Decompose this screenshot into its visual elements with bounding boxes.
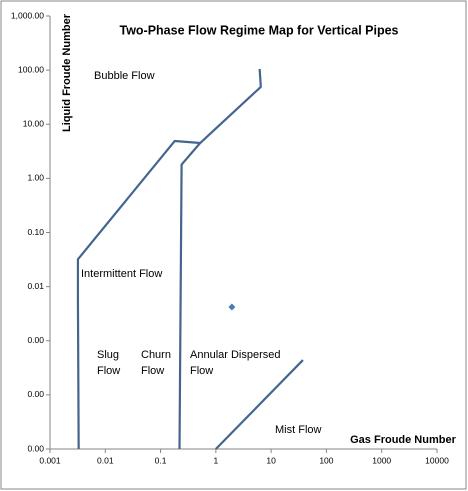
x-tick-label: 10000: [425, 455, 449, 465]
boundary-line: [76, 68, 262, 450]
x-tick-label: 0.1: [155, 455, 167, 465]
y-tick-label: 0.00: [27, 335, 44, 345]
x-axis-label: Gas Froude Number: [350, 434, 456, 446]
annotation: Flow: [141, 365, 164, 377]
y-tick-label: 1,000.00: [11, 10, 44, 20]
annotation: Annular Dispersed: [190, 349, 281, 361]
y-tick-label: 0.00: [27, 443, 44, 453]
x-tick-label: 10: [266, 455, 276, 465]
data-point: [228, 303, 236, 311]
x-tick-label: 1: [213, 455, 218, 465]
annotation: Flow: [190, 365, 213, 377]
y-tick-label: 10.00: [23, 119, 45, 129]
annotation: Churn: [141, 349, 171, 361]
y-tick-label: 0.00: [27, 389, 44, 399]
annotation: Intermittent Flow: [81, 268, 162, 280]
y-axis-label: Liquid Froude Number: [61, 13, 73, 132]
annotation: Bubble Flow: [94, 70, 155, 82]
y-tick-label: 0.10: [27, 227, 44, 237]
x-tick-label: 0.01: [97, 455, 114, 465]
boundary-line: [178, 142, 201, 450]
annotation: Mist Flow: [275, 424, 322, 436]
annotation: Flow: [97, 365, 120, 377]
y-tick-label: 100.00: [18, 64, 44, 74]
x-tick-label: 1000: [372, 455, 391, 465]
y-tick-label: 0.01: [27, 281, 44, 291]
x-tick-label: 100: [319, 455, 333, 465]
chart-title: Two-Phase Flow Regime Map for Vertical P…: [119, 23, 398, 37]
boundary-line: [215, 359, 304, 450]
annotation: Slug: [97, 349, 119, 361]
y-tick-label: 1.00: [27, 173, 44, 183]
x-tick-label: 0.001: [39, 455, 61, 465]
